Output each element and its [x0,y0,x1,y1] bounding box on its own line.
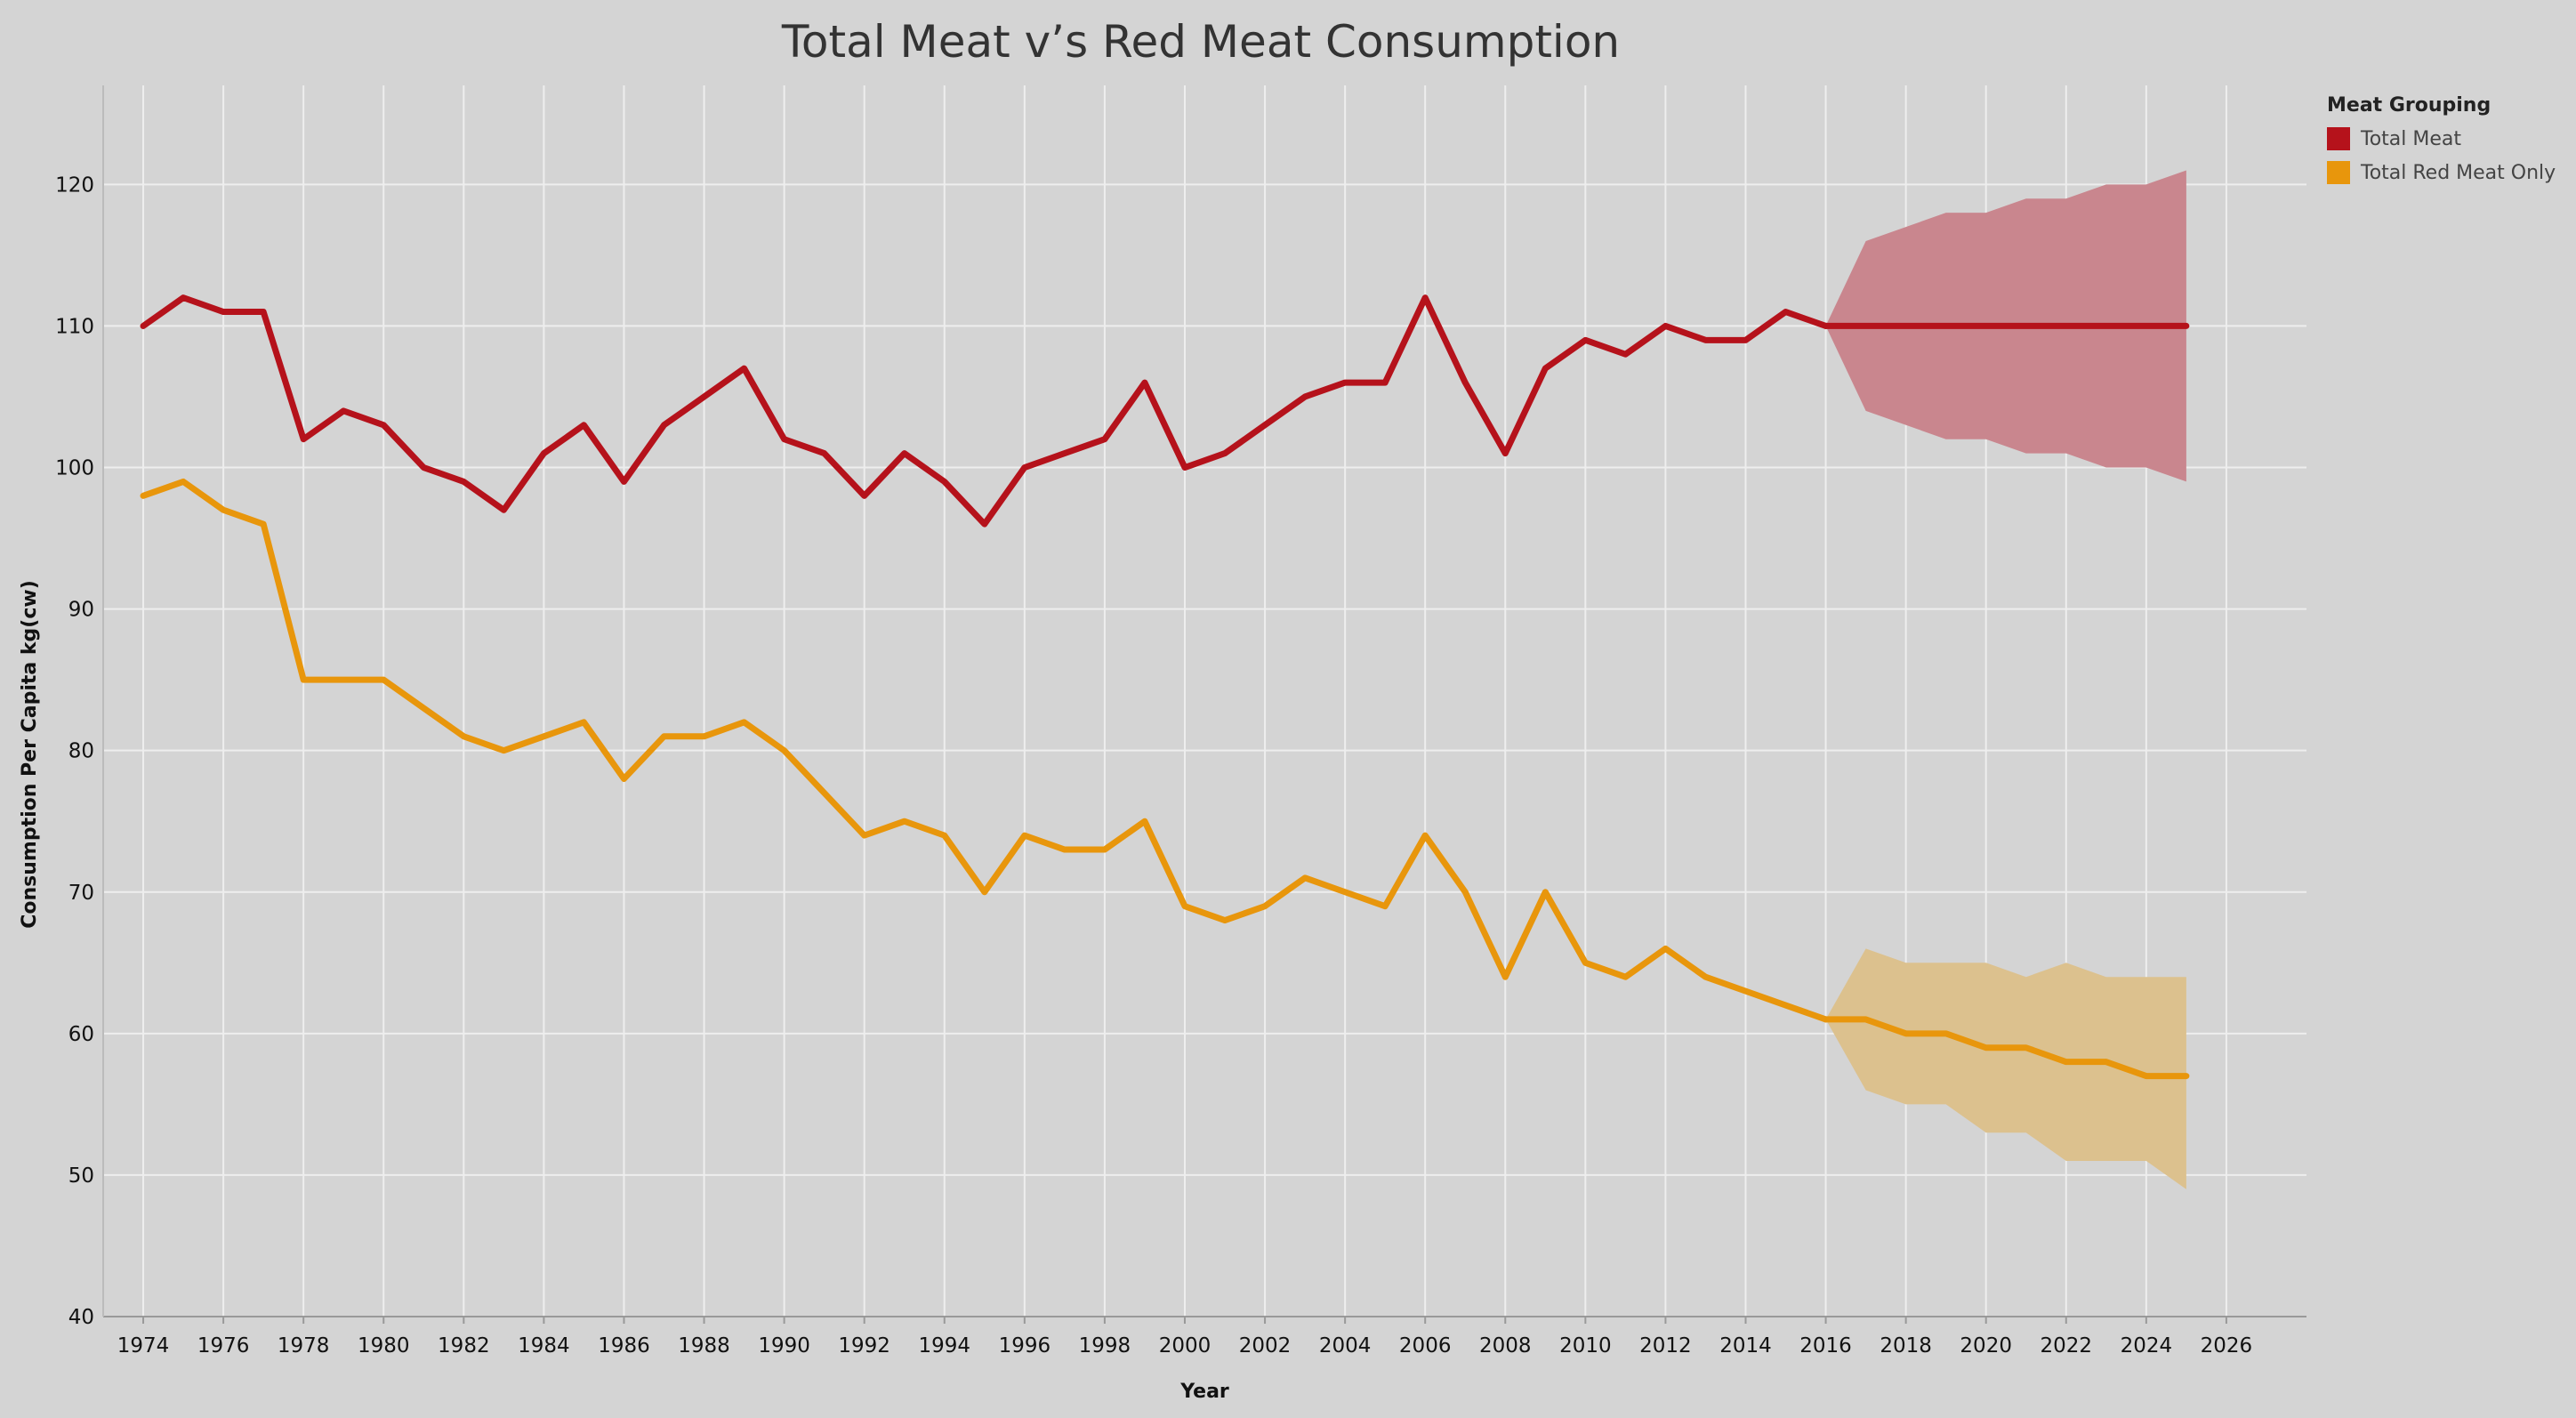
x-tick-label: 2022 [2041,1334,2093,1358]
y-tick-label: 100 [55,457,94,480]
x-tick-label: 2016 [1799,1334,1852,1358]
x-tick-label: 1988 [678,1334,730,1358]
y-tick-label: 70 [68,882,94,905]
y-tick-label: 80 [68,740,94,763]
y-axis-title: Consumption Per Capita kg(cw) [19,580,41,929]
legend-swatch-total-meat [2327,127,2350,150]
y-tick-label: 110 [55,315,94,338]
forecast-band-total-red-meat-only [1825,948,2186,1189]
x-tick-label: 2006 [1399,1334,1452,1358]
x-tick-label: 1984 [518,1334,570,1358]
x-tick-label: 2010 [1559,1334,1612,1358]
x-tick-label: 2002 [1239,1334,1292,1358]
series-line-total-meat [140,294,1830,528]
x-tick-label: 1998 [1079,1334,1131,1358]
x-tick-label: 1996 [999,1334,1051,1358]
x-tick-label: 2018 [1880,1334,1932,1358]
x-tick-label: 1994 [918,1334,970,1358]
x-tick-label: 2026 [2201,1334,2253,1358]
grid-layer [103,85,2306,1317]
x-tick-label: 1974 [117,1334,170,1358]
y-tick-label: 120 [55,173,94,197]
y-tick-label: 50 [68,1164,94,1188]
series-line-layer [140,294,2190,1080]
x-tick-label: 1992 [838,1334,890,1358]
legend-item-total-red-meat-only[interactable]: Total Red Meat Only [2327,156,2556,189]
axis-layer: 1974 1976 1978 1980 1982 1984 1986 1988 1990 1992… [55,85,2306,1358]
legend-label-total-red-meat-only: Total Red Meat Only [2361,161,2556,184]
x-tick-label: 1982 [438,1334,490,1358]
legend-item-total-meat[interactable]: Total Meat [2327,122,2556,156]
y-tick-label: 40 [68,1306,94,1329]
legend: Meat Grouping Total Meat Total Red Meat … [2327,94,2556,189]
x-tick-label: 1980 [358,1334,410,1358]
x-tick-label: 2008 [1479,1334,1532,1358]
legend-label-total-meat: Total Meat [2361,127,2461,150]
x-tick-label: 2024 [2121,1334,2173,1358]
legend-title: Meat Grouping [2327,94,2491,117]
series-line-total-red-meat-only [140,478,1830,1023]
x-tick-label: 2012 [1639,1334,1692,1358]
x-tick-label: 1990 [758,1334,810,1358]
y-tick-label: 90 [68,599,94,622]
x-tick-label: 2000 [1159,1334,1212,1358]
chart-title: Total Meat v’s Red Meat Consumption [781,16,1621,68]
x-tick-label: 1976 [197,1334,250,1358]
forecast-line-total-red-meat-only [1823,1016,2190,1080]
x-tick-label: 1978 [278,1334,330,1358]
x-tick-label: 2020 [1960,1334,2012,1358]
x-tick-label: 2004 [1319,1334,1372,1358]
x-tick-label: 2014 [1719,1334,1772,1358]
x-tick-label: 1986 [598,1334,650,1358]
y-tick-label: 60 [68,1023,94,1046]
legend-swatch-total-red-meat-only [2327,161,2350,184]
x-axis-title: Year [1179,1381,1229,1403]
